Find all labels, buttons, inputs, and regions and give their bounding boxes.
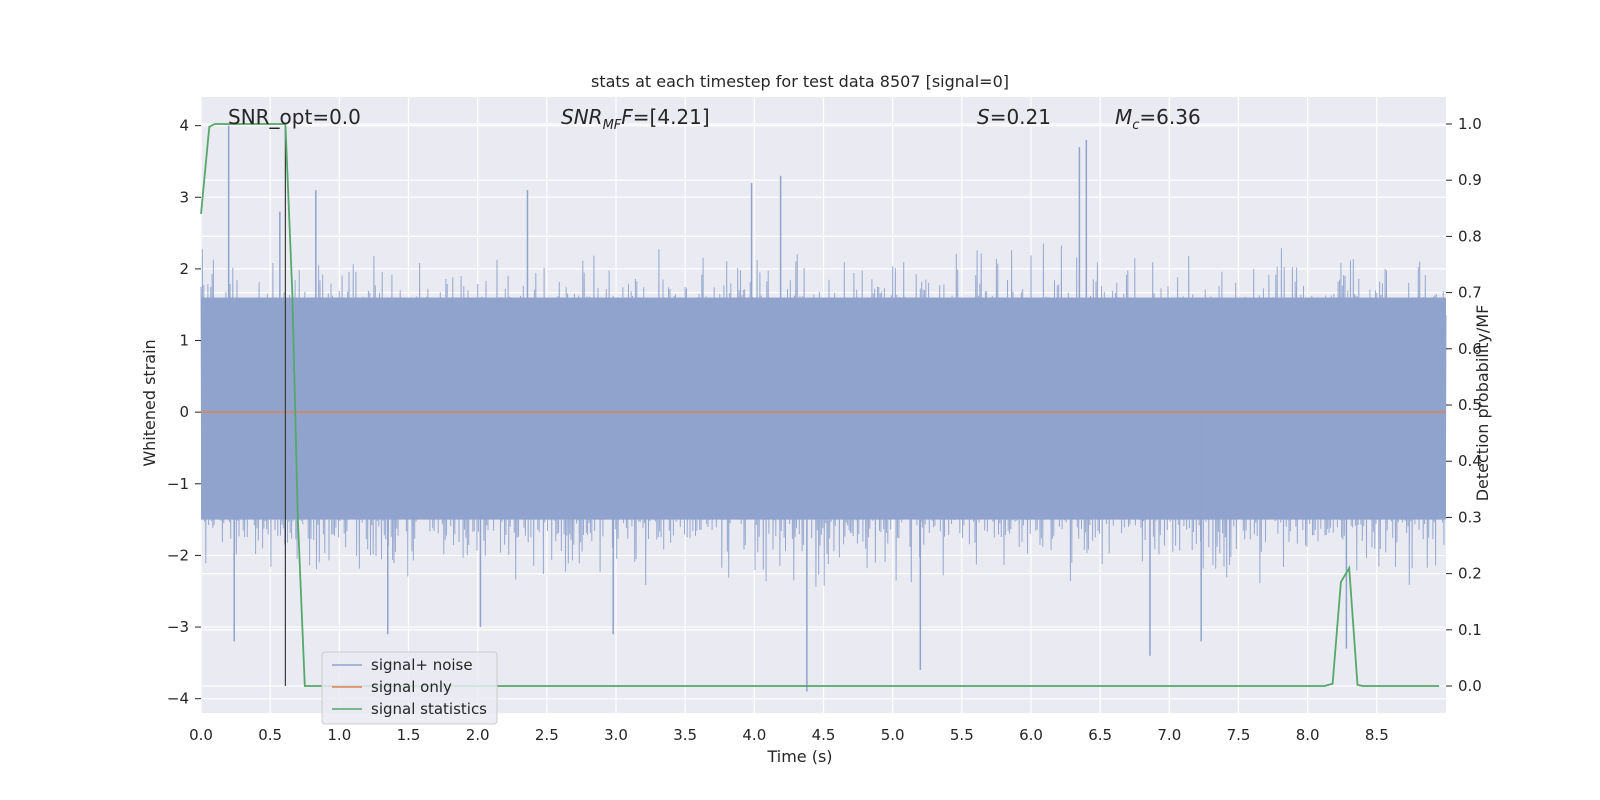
x-tick-label: 0.0 xyxy=(189,726,213,744)
x-tick-label: 7.5 xyxy=(1227,726,1251,744)
x-tick-label: 2.5 xyxy=(535,726,559,744)
legend-label-signal-noise: signal+ noise xyxy=(371,656,473,674)
y-right-tick-label: 0.6 xyxy=(1458,340,1482,358)
annotation-mc-sub: c xyxy=(1132,118,1139,133)
annotation-snr-mf-var: SNR xyxy=(561,105,603,129)
series-signal-statistics-line xyxy=(200,123,1440,687)
annotation-snr-opt: SNR_opt=0.0 xyxy=(228,105,361,129)
x-tick-label: 6.5 xyxy=(1088,726,1112,744)
y-right-tick-label: 0.2 xyxy=(1458,565,1482,583)
x-tick-label: 6.0 xyxy=(1019,726,1043,744)
x-tick-label: 8.5 xyxy=(1365,726,1389,744)
y-right-tick-label: 0.0 xyxy=(1458,677,1482,695)
y-axis-right-label: Detection probability/MF xyxy=(1473,305,1492,502)
x-tick-label: 0.5 xyxy=(258,726,282,744)
y-tick-label: 2 xyxy=(179,260,189,278)
legend-label-signal-statistics: signal statistics xyxy=(371,700,487,718)
legend-label-signal-only: signal only xyxy=(371,678,452,696)
x-axis-label: Time (s) xyxy=(766,747,832,766)
y-tick-label: −3 xyxy=(167,618,189,636)
y-tick-label: −1 xyxy=(167,475,189,493)
y-tick-label: 4 xyxy=(179,117,189,135)
y-axis-label: Whitened strain xyxy=(140,339,159,466)
y-tick-label: 3 xyxy=(179,188,189,206)
y-right-tick-label: 0.7 xyxy=(1458,284,1482,302)
x-tick-label: 2.0 xyxy=(466,726,490,744)
x-tick-label: 4.5 xyxy=(812,726,836,744)
y-right-tick-label: 0.3 xyxy=(1458,508,1482,526)
annotation-mc-var: M xyxy=(1115,105,1132,129)
y-tick-label: 0 xyxy=(179,403,189,421)
x-tick-label: 3.0 xyxy=(604,726,628,744)
y-right-tick-label: 0.5 xyxy=(1458,396,1482,414)
y-right-tick-label: 0.8 xyxy=(1458,227,1482,245)
x-tick-label: 4.0 xyxy=(742,726,766,744)
ticks: 0.0 0.5 1.0 1.5 2.0 2.5 3.0 3.5 4.0 4.5 5.0 5.5 6.0 6… xyxy=(167,115,1482,744)
annotation-snr-mf-value: =[4.21] xyxy=(633,105,710,129)
x-tick-label: 8.0 xyxy=(1296,726,1320,744)
legend-box xyxy=(321,651,498,725)
annotation-snr-mf-sub: MF xyxy=(603,118,622,133)
x-tick-label: 1.0 xyxy=(327,726,351,744)
x-tick-label: 7.0 xyxy=(1157,726,1181,744)
legend: signal+ noise signal only signal statist… xyxy=(321,651,498,725)
noise-series xyxy=(200,125,1447,692)
line-series xyxy=(200,123,1446,687)
y-tick-label: −2 xyxy=(167,546,189,564)
y-tick-label: −4 xyxy=(167,690,189,708)
annotation-mc: Mc=6.36 xyxy=(1115,105,1201,133)
annotation-s: S=0.21 xyxy=(977,105,1051,129)
x-tick-label: 3.5 xyxy=(673,726,697,744)
y-right-tick-label: 1.0 xyxy=(1458,115,1482,133)
y-right-tick-label: 0.9 xyxy=(1458,171,1482,189)
y-right-tick-label: 0.4 xyxy=(1458,452,1482,470)
x-tick-label: 1.5 xyxy=(397,726,421,744)
annotation-s-var: S xyxy=(977,105,990,129)
x-tick-label: 5.5 xyxy=(950,726,974,744)
annotation-s-value: =0.21 xyxy=(990,105,1051,129)
annotation-snr-mf: SNRMFF=[4.21] xyxy=(561,105,710,133)
x-tick-label: 5.0 xyxy=(881,726,905,744)
annotation-mc-value: =6.36 xyxy=(1139,105,1200,129)
y-tick-label: 1 xyxy=(179,332,189,350)
series-signal-noise-band xyxy=(201,297,1446,520)
chart-title: stats at each timestep for test data 850… xyxy=(591,72,1009,91)
y-right-tick-label: 0.1 xyxy=(1458,621,1482,639)
